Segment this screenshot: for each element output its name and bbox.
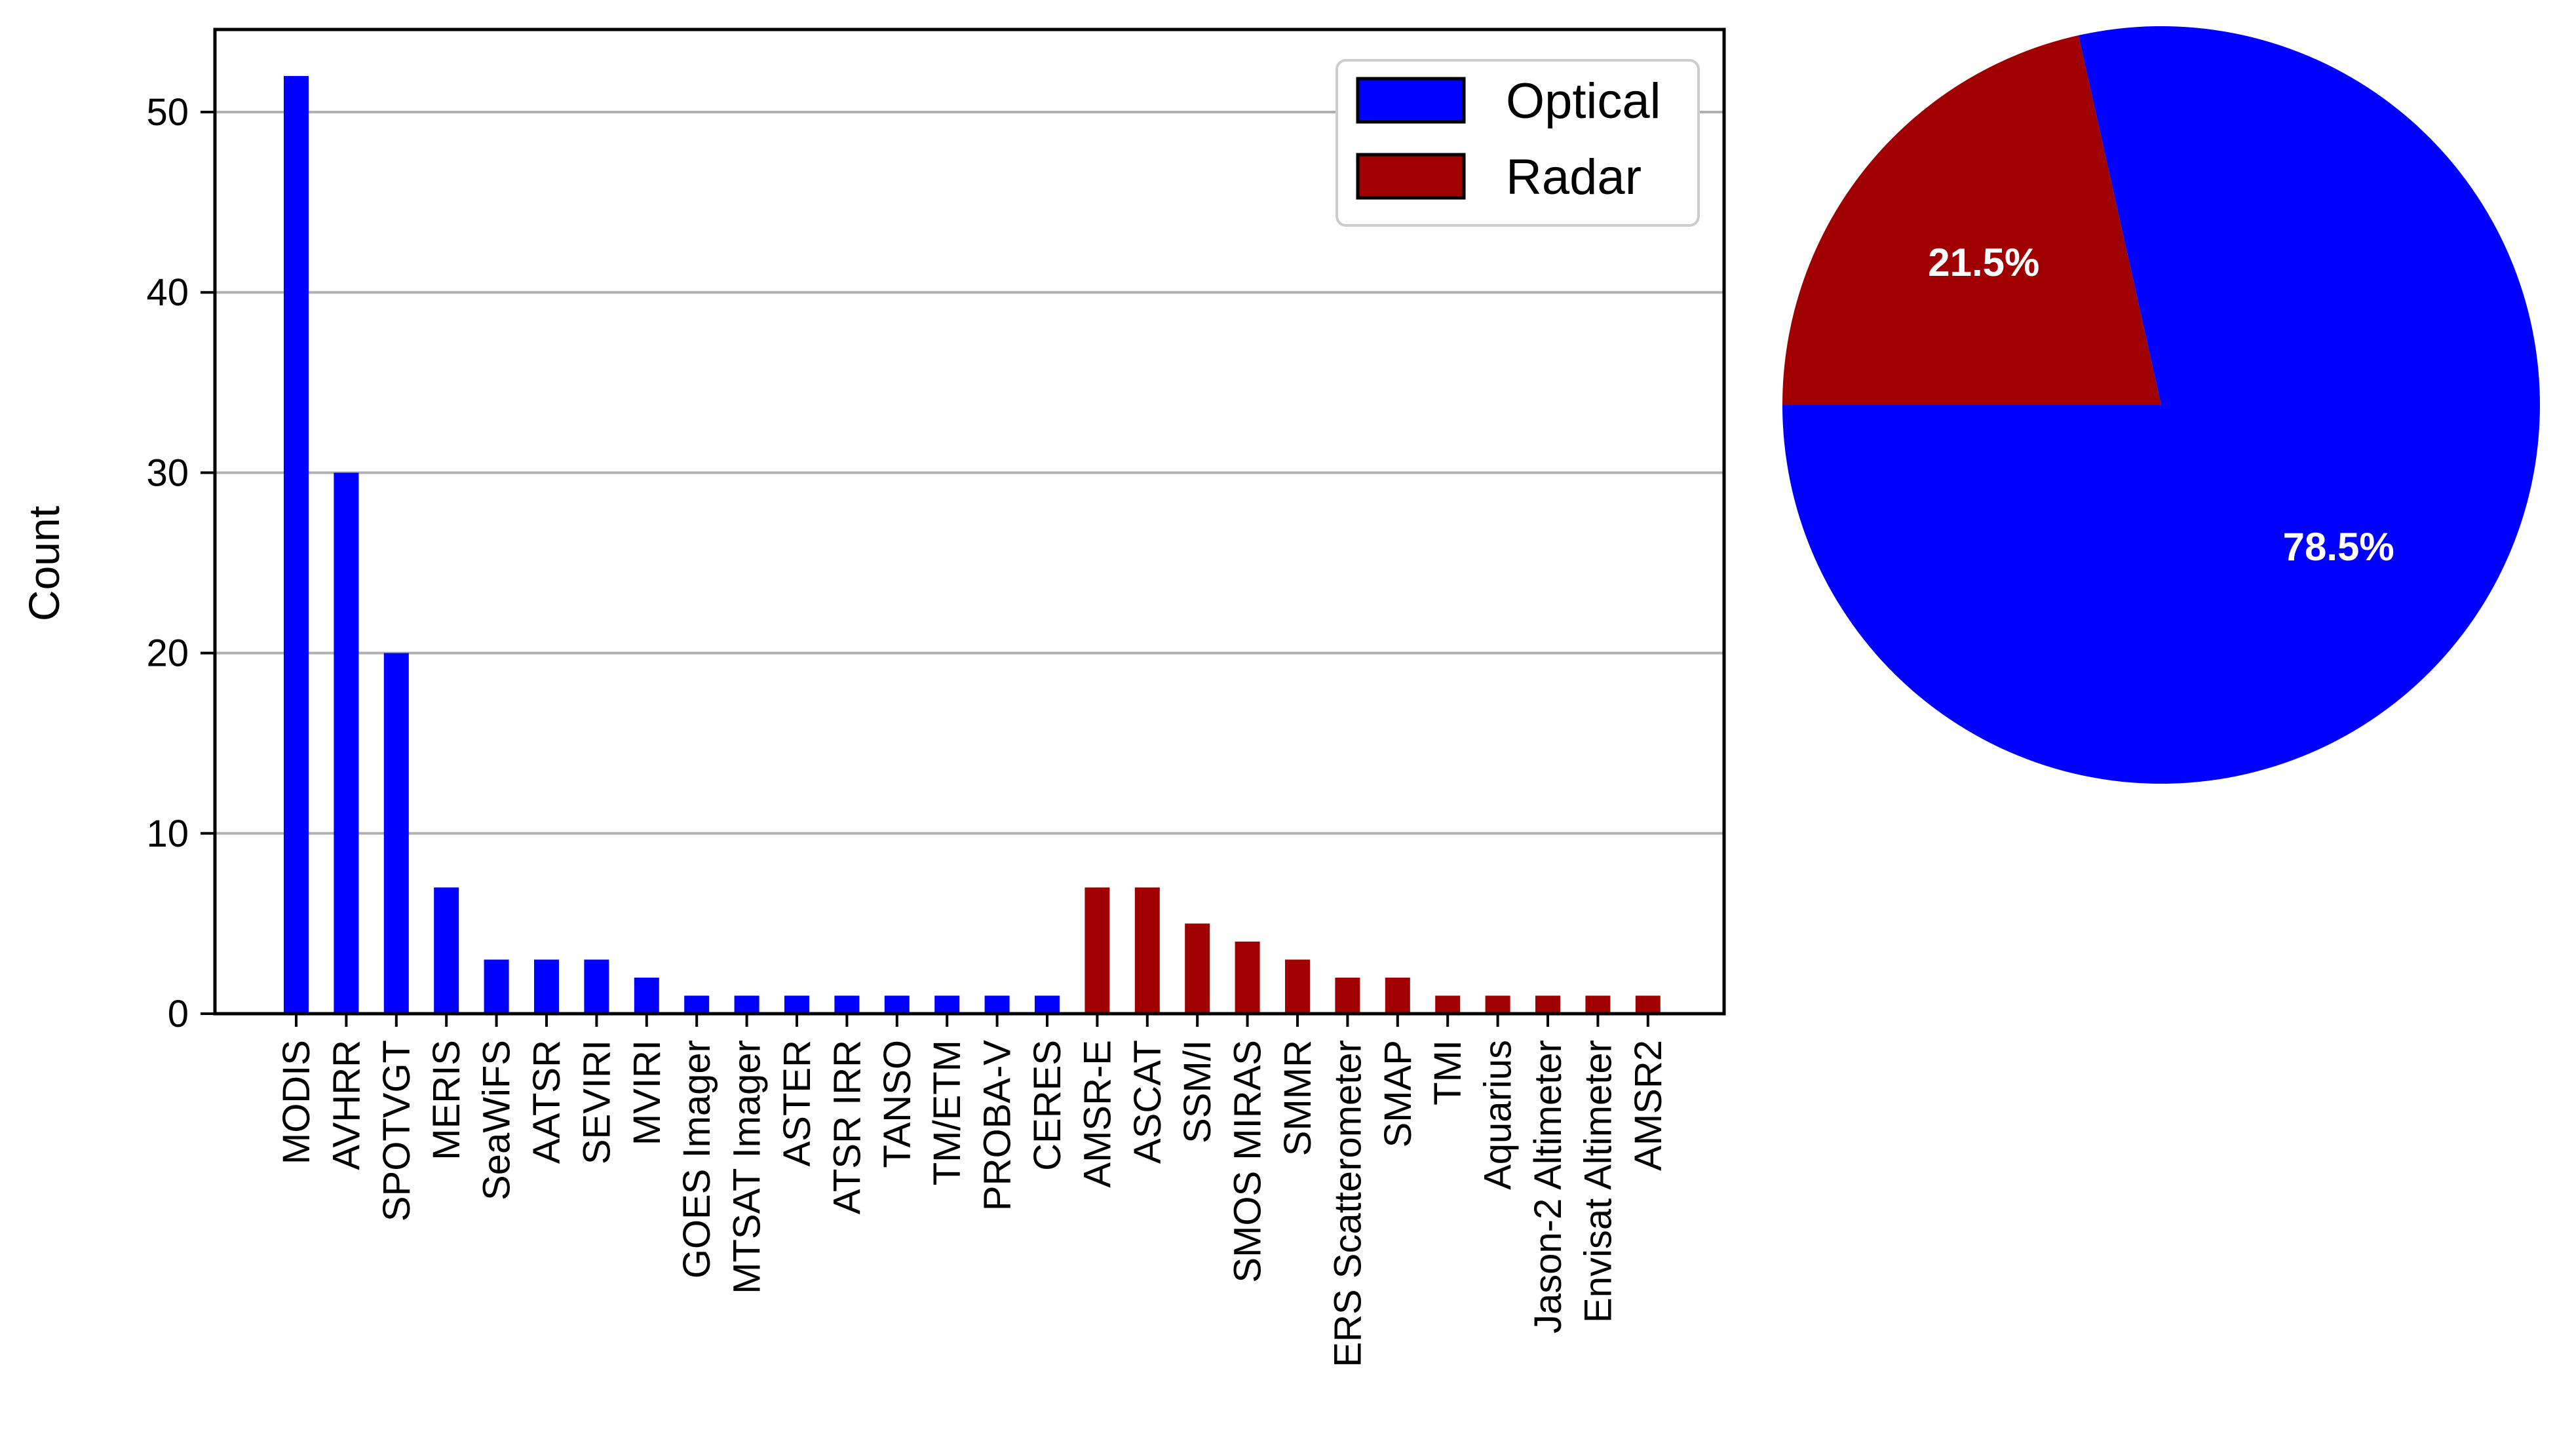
x-tick-label: SeaWiFS <box>476 1040 518 1200</box>
legend-swatch-optical <box>1356 77 1466 124</box>
x-tick-label: SMOS MIRAS <box>1227 1040 1269 1283</box>
bar <box>584 959 609 1014</box>
bar <box>1385 977 1410 1014</box>
x-tick-label: SPOTVGT <box>375 1040 418 1221</box>
bar <box>1185 923 1210 1014</box>
bar <box>884 995 910 1014</box>
legend-swatch-radar <box>1356 153 1466 200</box>
bar <box>684 995 710 1014</box>
x-tick-label: MERIS <box>425 1040 468 1160</box>
x-tick-label: Aquarius <box>1477 1040 1520 1190</box>
x-tick-label: TANSO <box>876 1040 919 1168</box>
x-tick-label: MVIRI <box>626 1040 668 1145</box>
bar <box>1285 959 1310 1014</box>
bar <box>1635 995 1661 1014</box>
x-tick-label: ASTER <box>776 1040 818 1166</box>
x-tick-label: SSM/I <box>1176 1040 1219 1143</box>
bar <box>1085 887 1110 1014</box>
y-tick-label: 20 <box>146 632 189 675</box>
x-tick-label: AVHRR <box>325 1040 368 1170</box>
bar <box>934 995 960 1014</box>
pie-slice-optical <box>1782 26 2540 784</box>
bar <box>1134 887 1160 1014</box>
y-axis-label: Count <box>20 506 68 621</box>
bar <box>834 995 860 1014</box>
legend-label-radar: Radar <box>1506 149 1642 205</box>
bar <box>1235 941 1260 1014</box>
bar <box>284 75 309 1014</box>
x-tick-label: ASCAT <box>1126 1040 1169 1164</box>
bar <box>534 959 559 1014</box>
x-tick-label: SMMR <box>1277 1040 1319 1156</box>
bar <box>634 977 659 1014</box>
x-tick-label: TMI <box>1427 1040 1469 1105</box>
x-tick-label: CERES <box>1026 1040 1069 1171</box>
x-tick-label: ERS Scatterometer <box>1326 1040 1369 1368</box>
bar <box>383 653 409 1014</box>
x-axis: MODIS AVHRR SPOTVGT MERIS SeaWiFS AATSR SEVIRI… <box>275 1014 1670 1368</box>
pie-label-radar: 21.5% <box>1928 240 2039 284</box>
pie-chart: 21.5% 78.5% <box>1782 26 2540 784</box>
x-tick-label: PROBA-V <box>976 1040 1019 1211</box>
pie-label-optical: 78.5% <box>2283 525 2394 569</box>
y-tick-label: 40 <box>146 271 189 314</box>
x-tick-label: AMSR-E <box>1076 1040 1119 1188</box>
bar <box>784 995 809 1014</box>
bar <box>734 995 759 1014</box>
y-tick-label: 10 <box>146 813 189 855</box>
x-tick-label: Jason-2 Altimeter <box>1527 1040 1569 1333</box>
legend: Optical Radar <box>1335 59 1700 227</box>
x-tick-label: SMAP <box>1377 1040 1419 1147</box>
bar <box>1535 995 1560 1014</box>
x-tick-label: AMSR2 <box>1627 1040 1670 1171</box>
y-tick-label: 0 <box>168 993 189 1035</box>
bar <box>334 472 359 1014</box>
x-tick-label: ATSR IRR <box>826 1040 868 1214</box>
x-tick-label: SEVIRI <box>575 1040 618 1164</box>
bar <box>1035 995 1060 1014</box>
bars <box>284 75 1661 1014</box>
y-tick-label: 50 <box>146 91 189 134</box>
y-axis: 0 10 20 30 40 50 <box>146 91 215 1035</box>
bar <box>1485 995 1510 1014</box>
bar <box>1585 995 1611 1014</box>
legend-label-optical: Optical <box>1506 73 1661 129</box>
y-tick-label: 30 <box>146 451 189 494</box>
bar <box>984 995 1010 1014</box>
bar <box>434 887 459 1014</box>
grid-lines <box>215 111 1724 835</box>
x-tick-label: Envisat Altimeter <box>1577 1040 1619 1323</box>
plot-frame <box>213 28 1726 1016</box>
bar <box>1335 977 1360 1014</box>
x-tick-label: AATSR <box>526 1040 568 1164</box>
x-tick-label: MTSAT Imager <box>726 1040 769 1294</box>
x-tick-label: GOES Imager <box>676 1040 718 1278</box>
pie-slice-radar <box>1782 35 2161 406</box>
x-tick-label: TM/ETM <box>926 1040 969 1185</box>
bar <box>1435 995 1461 1014</box>
bar <box>484 959 509 1014</box>
x-tick-label: MODIS <box>275 1040 318 1164</box>
